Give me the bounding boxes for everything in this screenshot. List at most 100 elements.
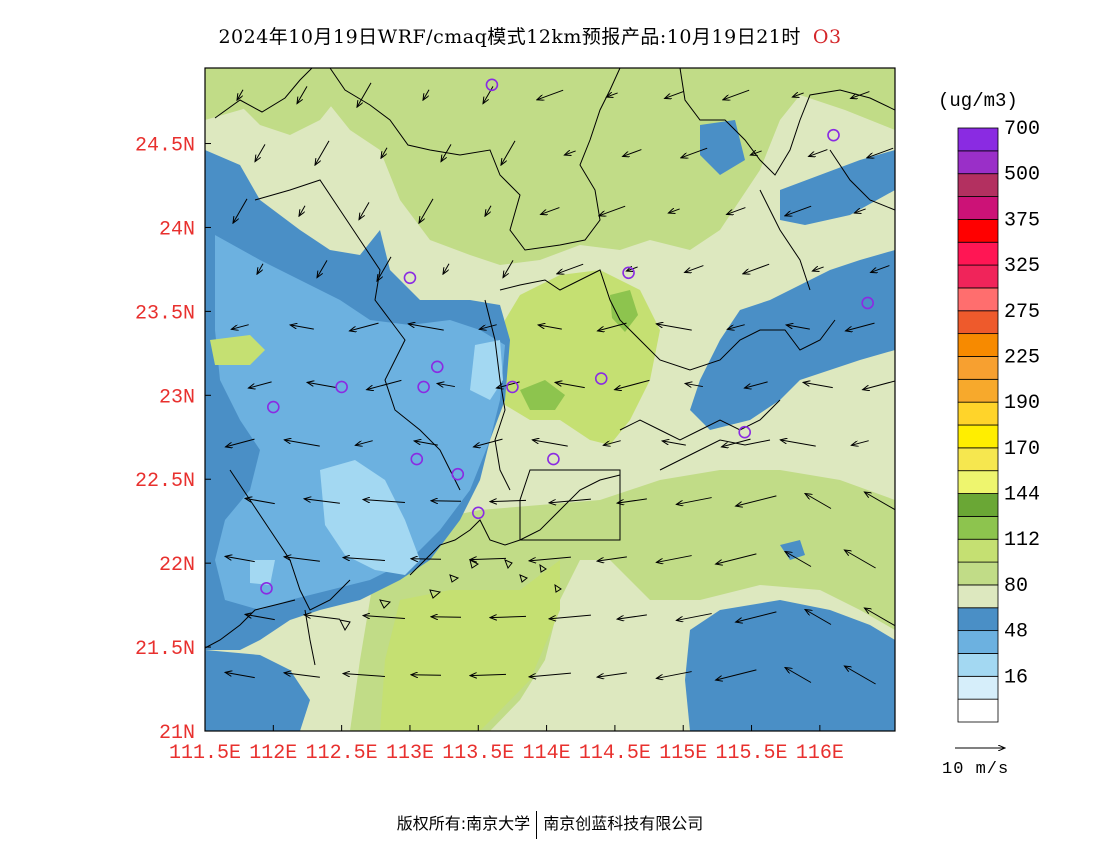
wind-arrow — [722, 438, 751, 447]
colorbar-bin — [957, 401, 999, 426]
wind-arrow — [812, 267, 824, 271]
boundary-north-east-2 — [829, 149, 895, 211]
wind-arrow — [423, 89, 430, 100]
wind-arrow — [676, 497, 712, 505]
boundary-east-3 — [759, 189, 811, 291]
wind-arrow — [597, 556, 627, 561]
wind-arrow — [844, 550, 876, 569]
boundary-north-2 — [679, 68, 895, 176]
wind-arrow — [501, 140, 516, 165]
wind-arrow — [299, 205, 306, 216]
wind-arrow — [736, 495, 777, 506]
wind-arrow — [716, 553, 757, 564]
wind-arrow — [231, 324, 249, 330]
wind-arrow — [854, 209, 866, 213]
wind-arrow — [414, 441, 438, 446]
wind-arrow — [226, 438, 255, 447]
wind-arrow — [557, 263, 584, 274]
footer-separator — [536, 810, 538, 839]
wind-arrow — [343, 674, 385, 677]
wind-arrow — [529, 672, 571, 677]
field-west-lightblue-3 — [250, 560, 275, 585]
station-marker — [827, 128, 840, 142]
wind-arrow — [727, 324, 745, 330]
field-west-lightblue-1 — [320, 460, 420, 575]
wind-arrow — [597, 672, 627, 677]
wind-arrow — [284, 440, 320, 447]
wind-arrow — [431, 501, 462, 502]
colorbar-bin — [957, 538, 999, 563]
wind-arrow — [792, 93, 804, 97]
wind-arrow — [541, 207, 560, 215]
wind-arrow — [864, 608, 895, 627]
wind-arrow — [307, 382, 337, 389]
x-tick-label: 112E — [249, 742, 297, 765]
colorbar-label: 500 — [1004, 164, 1040, 187]
wind-arrow — [304, 499, 340, 504]
wind-arrow — [615, 379, 650, 389]
field-central-darkgreen-2 — [610, 290, 638, 332]
wind-arrow — [743, 263, 770, 274]
wind-arrow — [359, 202, 370, 219]
wind-arrow — [727, 207, 746, 215]
wind-arrow — [603, 440, 621, 446]
station-marker — [547, 452, 560, 466]
wind-arrow — [479, 324, 497, 330]
wind-arrow — [343, 558, 385, 561]
wind-arrow — [367, 379, 402, 389]
wind-arrow — [780, 440, 816, 447]
field-south-green-2 — [380, 560, 560, 731]
station-marker — [267, 400, 280, 414]
colorbar-bin — [957, 698, 999, 723]
wind-arrow — [685, 265, 704, 273]
station-marker — [471, 506, 485, 520]
colorbar-bin — [957, 607, 999, 632]
wind-arrow — [851, 91, 870, 99]
wind-arrow — [411, 675, 442, 676]
boundary-hk-box — [519, 469, 621, 541]
field-west-lightblue-2 — [470, 340, 503, 400]
map-title: 2024年10月19日WRF/cmaq模式12km预报产品:10月19日21时 O… — [0, 22, 1060, 49]
wind-arrow — [723, 89, 750, 100]
wind-arrow — [549, 614, 591, 619]
station-marker — [403, 271, 417, 285]
colorbar-bin — [957, 493, 999, 517]
wind-arrow — [245, 614, 275, 621]
y-tick-label: 21.5N — [135, 638, 195, 661]
colorbar-label: 275 — [1004, 301, 1040, 324]
colorbar-bin — [957, 127, 999, 152]
administrative-boundaries — [205, 68, 895, 666]
wind-arrow — [297, 86, 308, 103]
colorbar-bin — [957, 218, 999, 243]
colorbar-bin — [957, 264, 999, 289]
wind-arrow — [623, 149, 642, 157]
boundary-north-1 — [329, 68, 621, 251]
boundary-pearl-river — [484, 299, 511, 491]
colorbar-bin — [957, 356, 999, 380]
boundary-northwest — [214, 68, 313, 119]
x-tick-label: 116E — [796, 742, 844, 765]
y-tick-label: 23N — [159, 386, 195, 409]
wind-arrow — [483, 86, 494, 103]
station-marker — [451, 467, 465, 481]
x-tick-label: 115.5E — [716, 742, 788, 765]
colorbar-label: 700 — [1004, 118, 1040, 141]
field-north-green — [205, 68, 895, 265]
wind-arrow — [315, 140, 330, 165]
colorbar-label: 225 — [1004, 346, 1040, 369]
monitoring-stations — [260, 78, 874, 595]
colorbar-bin — [957, 470, 999, 494]
wind-arrow — [668, 209, 680, 213]
colorbar-bin — [957, 333, 999, 357]
station-marker — [594, 372, 608, 385]
wind-arrow — [809, 149, 828, 157]
colorbar-bin — [957, 378, 999, 403]
wind-arrow — [245, 498, 275, 505]
wind-arrow — [237, 89, 244, 100]
wind-arrow — [598, 322, 627, 331]
wind-arrow — [617, 498, 647, 503]
station-marker — [260, 582, 273, 595]
colorbar-label: 375 — [1004, 209, 1040, 232]
wind-arrow — [844, 666, 876, 685]
